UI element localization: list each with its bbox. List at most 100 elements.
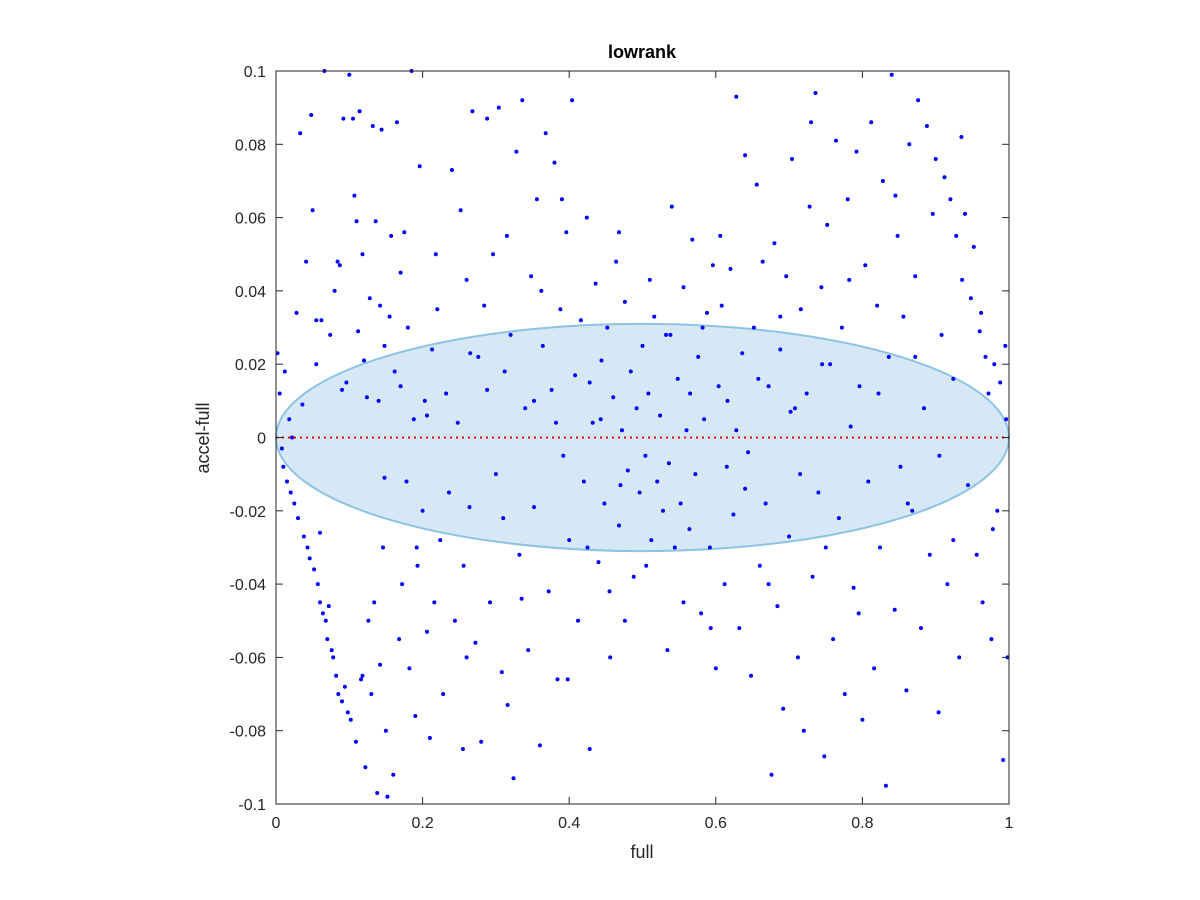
data-point xyxy=(336,692,341,696)
data-point xyxy=(945,582,950,587)
data-point xyxy=(411,417,416,422)
data-point xyxy=(581,479,586,484)
data-point xyxy=(892,607,897,612)
data-point xyxy=(277,391,282,396)
data-point xyxy=(883,783,888,788)
data-point xyxy=(857,384,862,389)
data-point xyxy=(986,391,991,396)
data-point xyxy=(427,736,432,740)
data-point xyxy=(300,402,305,407)
data-point xyxy=(937,453,942,458)
data-point xyxy=(960,277,965,282)
data-point xyxy=(886,354,891,359)
data-point xyxy=(828,362,833,367)
data-point xyxy=(731,512,736,517)
data-point xyxy=(724,464,729,469)
data-point xyxy=(359,677,363,682)
data-point xyxy=(555,677,560,682)
data-point xyxy=(517,552,522,557)
data-point xyxy=(757,563,762,568)
data-point xyxy=(554,420,558,425)
x-tick-label: 0 xyxy=(272,815,281,832)
data-point xyxy=(634,406,639,411)
y-tick-label: 0.08 xyxy=(235,137,266,154)
data-point xyxy=(366,618,371,623)
data-point xyxy=(420,508,425,513)
data-point xyxy=(281,464,286,469)
y-tick-label: 0.02 xyxy=(235,357,266,374)
data-point xyxy=(716,384,721,389)
data-point xyxy=(373,219,378,224)
x-axis-label: full xyxy=(630,842,653,862)
data-point xyxy=(766,384,771,389)
data-point xyxy=(511,776,516,781)
data-point xyxy=(668,332,673,337)
data-point xyxy=(795,655,800,660)
data-point xyxy=(309,113,314,117)
data-point xyxy=(298,131,303,136)
data-point xyxy=(315,582,320,587)
data-point xyxy=(702,417,707,422)
data-point xyxy=(705,310,709,315)
data-point xyxy=(617,523,621,528)
x-tick-label: 0.2 xyxy=(411,815,433,832)
data-point xyxy=(398,270,403,275)
data-point xyxy=(628,369,633,374)
data-point xyxy=(751,325,756,330)
data-point xyxy=(927,552,932,557)
data-point xyxy=(417,164,422,169)
data-point xyxy=(708,626,713,631)
data-point xyxy=(415,563,420,568)
data-point xyxy=(620,428,624,433)
data-point xyxy=(363,765,368,770)
data-point xyxy=(836,516,841,521)
data-point xyxy=(866,479,871,484)
data-point xyxy=(605,325,610,330)
data-point xyxy=(404,479,409,484)
data-point xyxy=(922,406,926,411)
data-point xyxy=(839,325,844,330)
data-point xyxy=(646,391,651,396)
data-point xyxy=(305,545,310,550)
data-point xyxy=(354,219,359,224)
data-point xyxy=(895,233,900,238)
data-point xyxy=(778,347,783,352)
data-point xyxy=(344,380,349,385)
data-point xyxy=(485,387,490,392)
x-tick-label: 1 xyxy=(1005,815,1014,832)
data-point xyxy=(573,373,578,378)
data-point xyxy=(856,611,861,616)
data-point xyxy=(939,332,944,337)
data-point xyxy=(398,384,403,389)
data-point xyxy=(455,420,460,425)
data-point xyxy=(649,538,654,543)
data-point xyxy=(351,116,355,121)
data-point xyxy=(614,259,619,264)
data-point xyxy=(919,626,923,631)
data-point xyxy=(763,501,768,506)
data-point xyxy=(353,739,358,744)
data-point xyxy=(983,354,988,359)
data-point xyxy=(561,453,566,458)
data-point xyxy=(834,138,838,143)
data-point xyxy=(798,307,803,312)
data-point xyxy=(831,637,836,642)
data-point xyxy=(584,215,589,220)
data-point xyxy=(756,376,761,381)
data-point xyxy=(476,354,481,359)
data-point xyxy=(901,314,906,319)
data-point xyxy=(678,501,683,506)
data-point xyxy=(734,94,739,99)
data-point xyxy=(432,600,437,605)
data-point xyxy=(666,461,671,466)
data-point xyxy=(611,395,616,400)
data-point xyxy=(790,157,794,161)
data-point xyxy=(370,124,375,128)
data-point xyxy=(963,211,967,216)
data-point xyxy=(784,274,789,279)
data-point xyxy=(382,475,387,480)
x-tick-label: 0.8 xyxy=(851,815,873,832)
data-point xyxy=(608,655,613,660)
data-point xyxy=(413,714,418,718)
data-point xyxy=(904,688,909,693)
